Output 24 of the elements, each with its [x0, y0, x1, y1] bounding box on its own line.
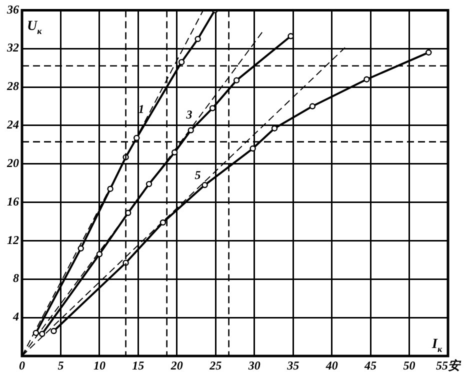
- y-tick-label: 28: [6, 79, 19, 94]
- x-tick-label: 5: [58, 358, 64, 372]
- x-tick-label: 25: [208, 358, 222, 372]
- x-tick-label: 15: [132, 358, 144, 372]
- x-tick-label: 0: [19, 358, 25, 372]
- x-tick-label: 20: [170, 358, 183, 372]
- x-tick-label: 50: [403, 358, 416, 372]
- annotation: 1: [138, 102, 144, 116]
- y-tick-label: 32: [6, 40, 19, 55]
- x-tick-label: 10: [93, 358, 106, 372]
- x-tick-label: 55安: [436, 358, 462, 372]
- y-tick-label: 36: [6, 2, 19, 16]
- x-tick-label: 35: [286, 358, 300, 372]
- x-tick-label: 40: [324, 358, 338, 372]
- x-tick-label: 45: [364, 358, 377, 372]
- annotation: 5: [194, 168, 201, 182]
- x-tick-label: 30: [247, 358, 260, 372]
- y-tick-label: 12: [7, 232, 19, 247]
- y-tick-label: 4: [12, 310, 19, 324]
- y-tick-label: 8: [13, 271, 19, 286]
- y-tick-label: 24: [6, 118, 19, 132]
- annotation: 3: [185, 108, 192, 122]
- y-tick-label: 20: [6, 156, 19, 170]
- y-tick-label: 16: [7, 194, 19, 208]
